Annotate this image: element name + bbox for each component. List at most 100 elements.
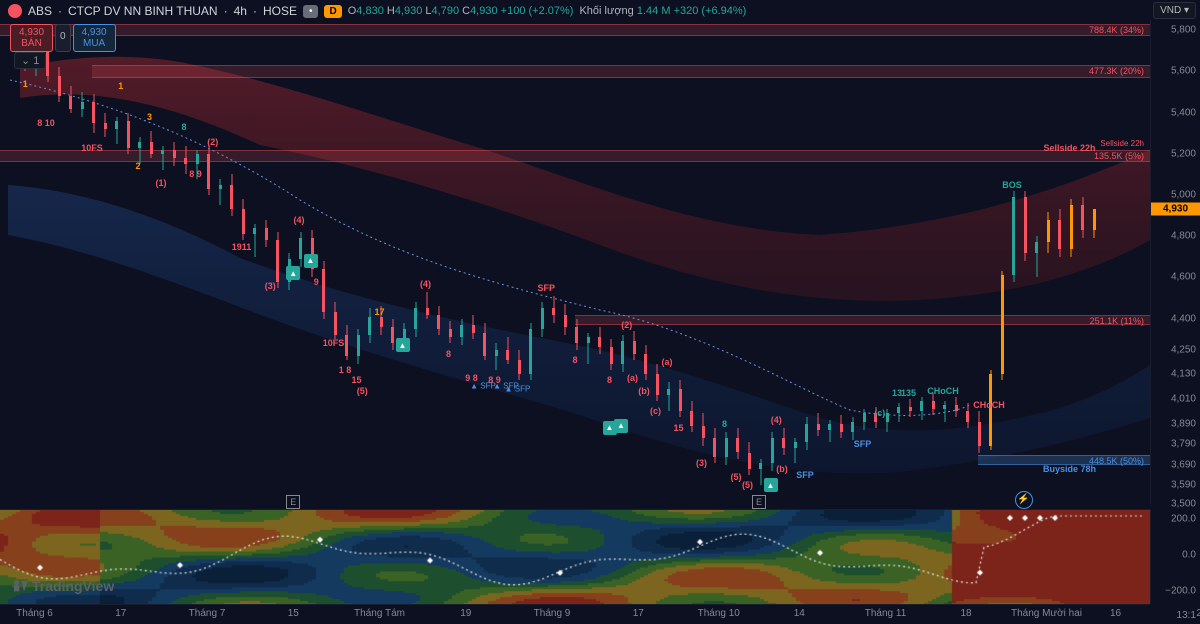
band-sublabel: Sellside 22h — [1100, 139, 1144, 148]
chevron-count: 1 — [33, 55, 39, 67]
wave-label: 135 — [901, 388, 916, 398]
tradingview-logo[interactable]: TradingView — [12, 578, 114, 594]
candlestick — [483, 20, 486, 504]
candlestick — [932, 20, 935, 504]
wave-label: Buyside 78h — [1043, 464, 1096, 474]
currency-label: VND — [1160, 5, 1181, 16]
candlestick — [564, 20, 567, 504]
sep: · — [58, 4, 62, 18]
ohlc-c: 4,930 — [470, 5, 498, 17]
price-tick: 5,600 — [1171, 66, 1196, 77]
price-axis[interactable]: 5,8005,6005,4005,2005,0004,8004,6004,400… — [1150, 20, 1200, 504]
band-label: 477.3K (20%) — [1089, 66, 1144, 76]
wave-label: SFP — [537, 283, 555, 293]
volume-display: Khối lượng 1.44 M +320 (+6.94%) — [579, 5, 746, 17]
wave-label: 1911 — [232, 242, 252, 252]
wave-label: 3 — [147, 112, 152, 122]
candlestick — [1001, 20, 1004, 504]
candlestick — [966, 20, 969, 504]
wave-label: (5) — [357, 386, 368, 396]
wave-label: (3) — [265, 281, 276, 291]
wave-label: 8 9 — [189, 169, 202, 179]
candlestick — [1035, 20, 1038, 504]
candlestick — [35, 20, 38, 504]
candlestick — [713, 20, 716, 504]
candlestick — [909, 20, 912, 504]
price-tick: 3,890 — [1171, 418, 1196, 429]
reset-scale-button[interactable]: ⚡ — [1015, 491, 1033, 509]
price-tick: 5,000 — [1171, 190, 1196, 201]
indicator-tick: 0.0 — [1182, 549, 1196, 560]
candlestick — [978, 20, 981, 504]
wave-label: 8 — [572, 355, 577, 365]
candlestick — [334, 20, 337, 504]
band-label: 448.5K (50%) — [1089, 456, 1144, 466]
candlestick — [1047, 20, 1050, 504]
candlestick — [449, 20, 452, 504]
time-tick: Tháng Mười hai — [1011, 608, 1082, 619]
indicator-panel[interactable] — [0, 509, 1150, 604]
current-price-badge: 4,930 — [1151, 203, 1200, 216]
wave-label: 17 — [374, 307, 384, 317]
ohlc-change: +100 — [501, 5, 526, 17]
candlestick — [644, 20, 647, 504]
candlestick — [265, 20, 268, 504]
wave-label: BOS — [1002, 180, 1022, 190]
candlestick — [874, 20, 877, 504]
wave-label: (2) — [621, 320, 632, 330]
time-tick: 14 — [794, 608, 805, 619]
triangle-up-icon: ▲ — [396, 338, 410, 352]
wave-label: (a) — [627, 373, 638, 383]
candlestick — [230, 20, 233, 504]
candlestick — [955, 20, 958, 504]
candlestick — [196, 20, 199, 504]
time-tick: Tháng Tám — [354, 608, 405, 619]
interval-d-badge[interactable]: D — [324, 5, 341, 18]
indicator-tick: −200.0 — [1165, 585, 1196, 596]
sfp-label: ▲ SFP — [470, 381, 496, 390]
candlestick — [541, 20, 544, 504]
candlestick — [529, 20, 532, 504]
candlestick — [702, 20, 705, 504]
time-axis[interactable]: Tháng 617Tháng 715Tháng Tám19Tháng 917Th… — [0, 604, 1150, 624]
time-tick: 17 — [633, 608, 644, 619]
candlestick — [299, 20, 302, 504]
price-tick: 5,400 — [1171, 107, 1196, 118]
candlestick — [276, 20, 279, 504]
tv-logo-icon — [12, 578, 28, 594]
interval-label[interactable]: 4h — [234, 4, 247, 18]
wave-label: (b) — [638, 386, 650, 396]
candlestick — [598, 20, 601, 504]
triangle-up-icon: ▲ — [286, 266, 300, 280]
wave-label: (1) — [156, 178, 167, 188]
candlestick — [23, 20, 26, 504]
volume-val: 1.44 M — [637, 5, 671, 17]
collapse-toggle[interactable]: ⌄ 1 — [14, 52, 46, 69]
currency-selector[interactable]: VND ▾ — [1153, 2, 1196, 19]
candlestick — [472, 20, 475, 504]
price-tick: 4,400 — [1171, 313, 1196, 324]
wave-label: 15 — [673, 423, 683, 433]
candlestick — [12, 20, 15, 504]
volume-profile-heatmap — [0, 510, 1150, 604]
wave-label: (3) — [696, 458, 707, 468]
time-tick: 15 — [288, 608, 299, 619]
wave-label: (4) — [420, 279, 431, 289]
chart-header: ABS · CTCP DV NN BINH THUAN · 4h · HOSE … — [0, 0, 1150, 22]
candlestick — [863, 20, 866, 504]
buy-button[interactable]: 4,930 MUA — [73, 24, 116, 52]
candlestick — [759, 20, 762, 504]
price-tick: 5,800 — [1171, 25, 1196, 36]
buy-price: 4,930 — [82, 27, 107, 38]
sfp-label: ▲ SFP — [505, 384, 531, 393]
e-marker-icon: E — [286, 495, 300, 509]
price-tick: 5,200 — [1171, 148, 1196, 159]
wave-label: 10FS — [81, 143, 103, 153]
sell-button[interactable]: 4,930 BÁN — [10, 24, 53, 52]
time-tick: Tháng 11 — [865, 608, 907, 619]
candlestick — [150, 20, 153, 504]
volume-change: +320 — [674, 5, 699, 17]
chevron-down-icon: ▾ — [1184, 5, 1189, 16]
ticker-symbol[interactable]: ABS — [28, 4, 52, 18]
main-chart-area[interactable]: 788.4K (34%)477.3K (20%)135.5K (5%)Sells… — [0, 20, 1150, 504]
